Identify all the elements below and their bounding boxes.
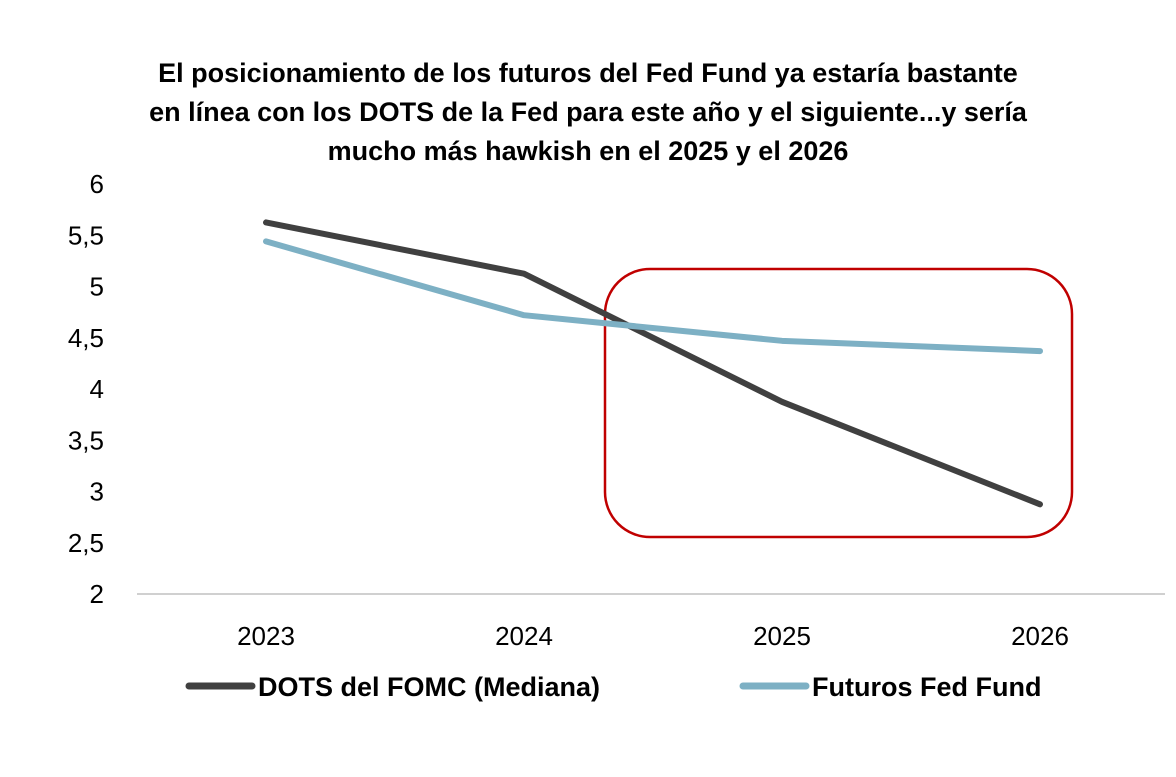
y-tick-label: 2,5 [68,528,104,558]
series-line-dots-fomc [263,219,1043,508]
legend-label: DOTS del FOMC (Mediana) [258,672,600,702]
x-tick-label: 2026 [1011,621,1069,651]
y-tick-label: 3,5 [68,425,104,455]
series-lines [263,219,1043,508]
chart-title-line-3: mucho más hawkish en el 2025 y el 2026 [327,136,849,166]
y-tick-label: 2 [90,579,104,609]
x-tick-label: 2025 [753,621,811,651]
y-tick-label: 5 [90,272,104,302]
legend-label: Futuros Fed Fund [812,672,1041,702]
y-tick-label: 6 [90,169,104,199]
x-axis-ticks: 2023 2024 2025 2026 [237,621,1069,651]
y-tick-label: 4,5 [68,323,104,353]
chart-title-line-1: El posicionamiento de los futuros del Fe… [158,58,1018,88]
y-tick-label: 3 [90,477,104,507]
chart-title-line-2: en línea con los DOTS de la Fed para est… [149,97,1027,127]
y-tick-label: 5,5 [68,220,104,250]
series-line-futuros-fed-fund [263,238,1043,355]
x-tick-label: 2023 [237,621,295,651]
legend: DOTS del FOMC (Mediana) Futuros Fed Fund [185,672,1041,702]
y-axis-ticks: 2 2,5 3 3,5 4 4,5 5 5,5 6 [68,169,104,609]
y-tick-label: 4 [90,374,104,404]
x-tick-label: 2024 [495,621,553,651]
highlight-box [603,267,1074,539]
